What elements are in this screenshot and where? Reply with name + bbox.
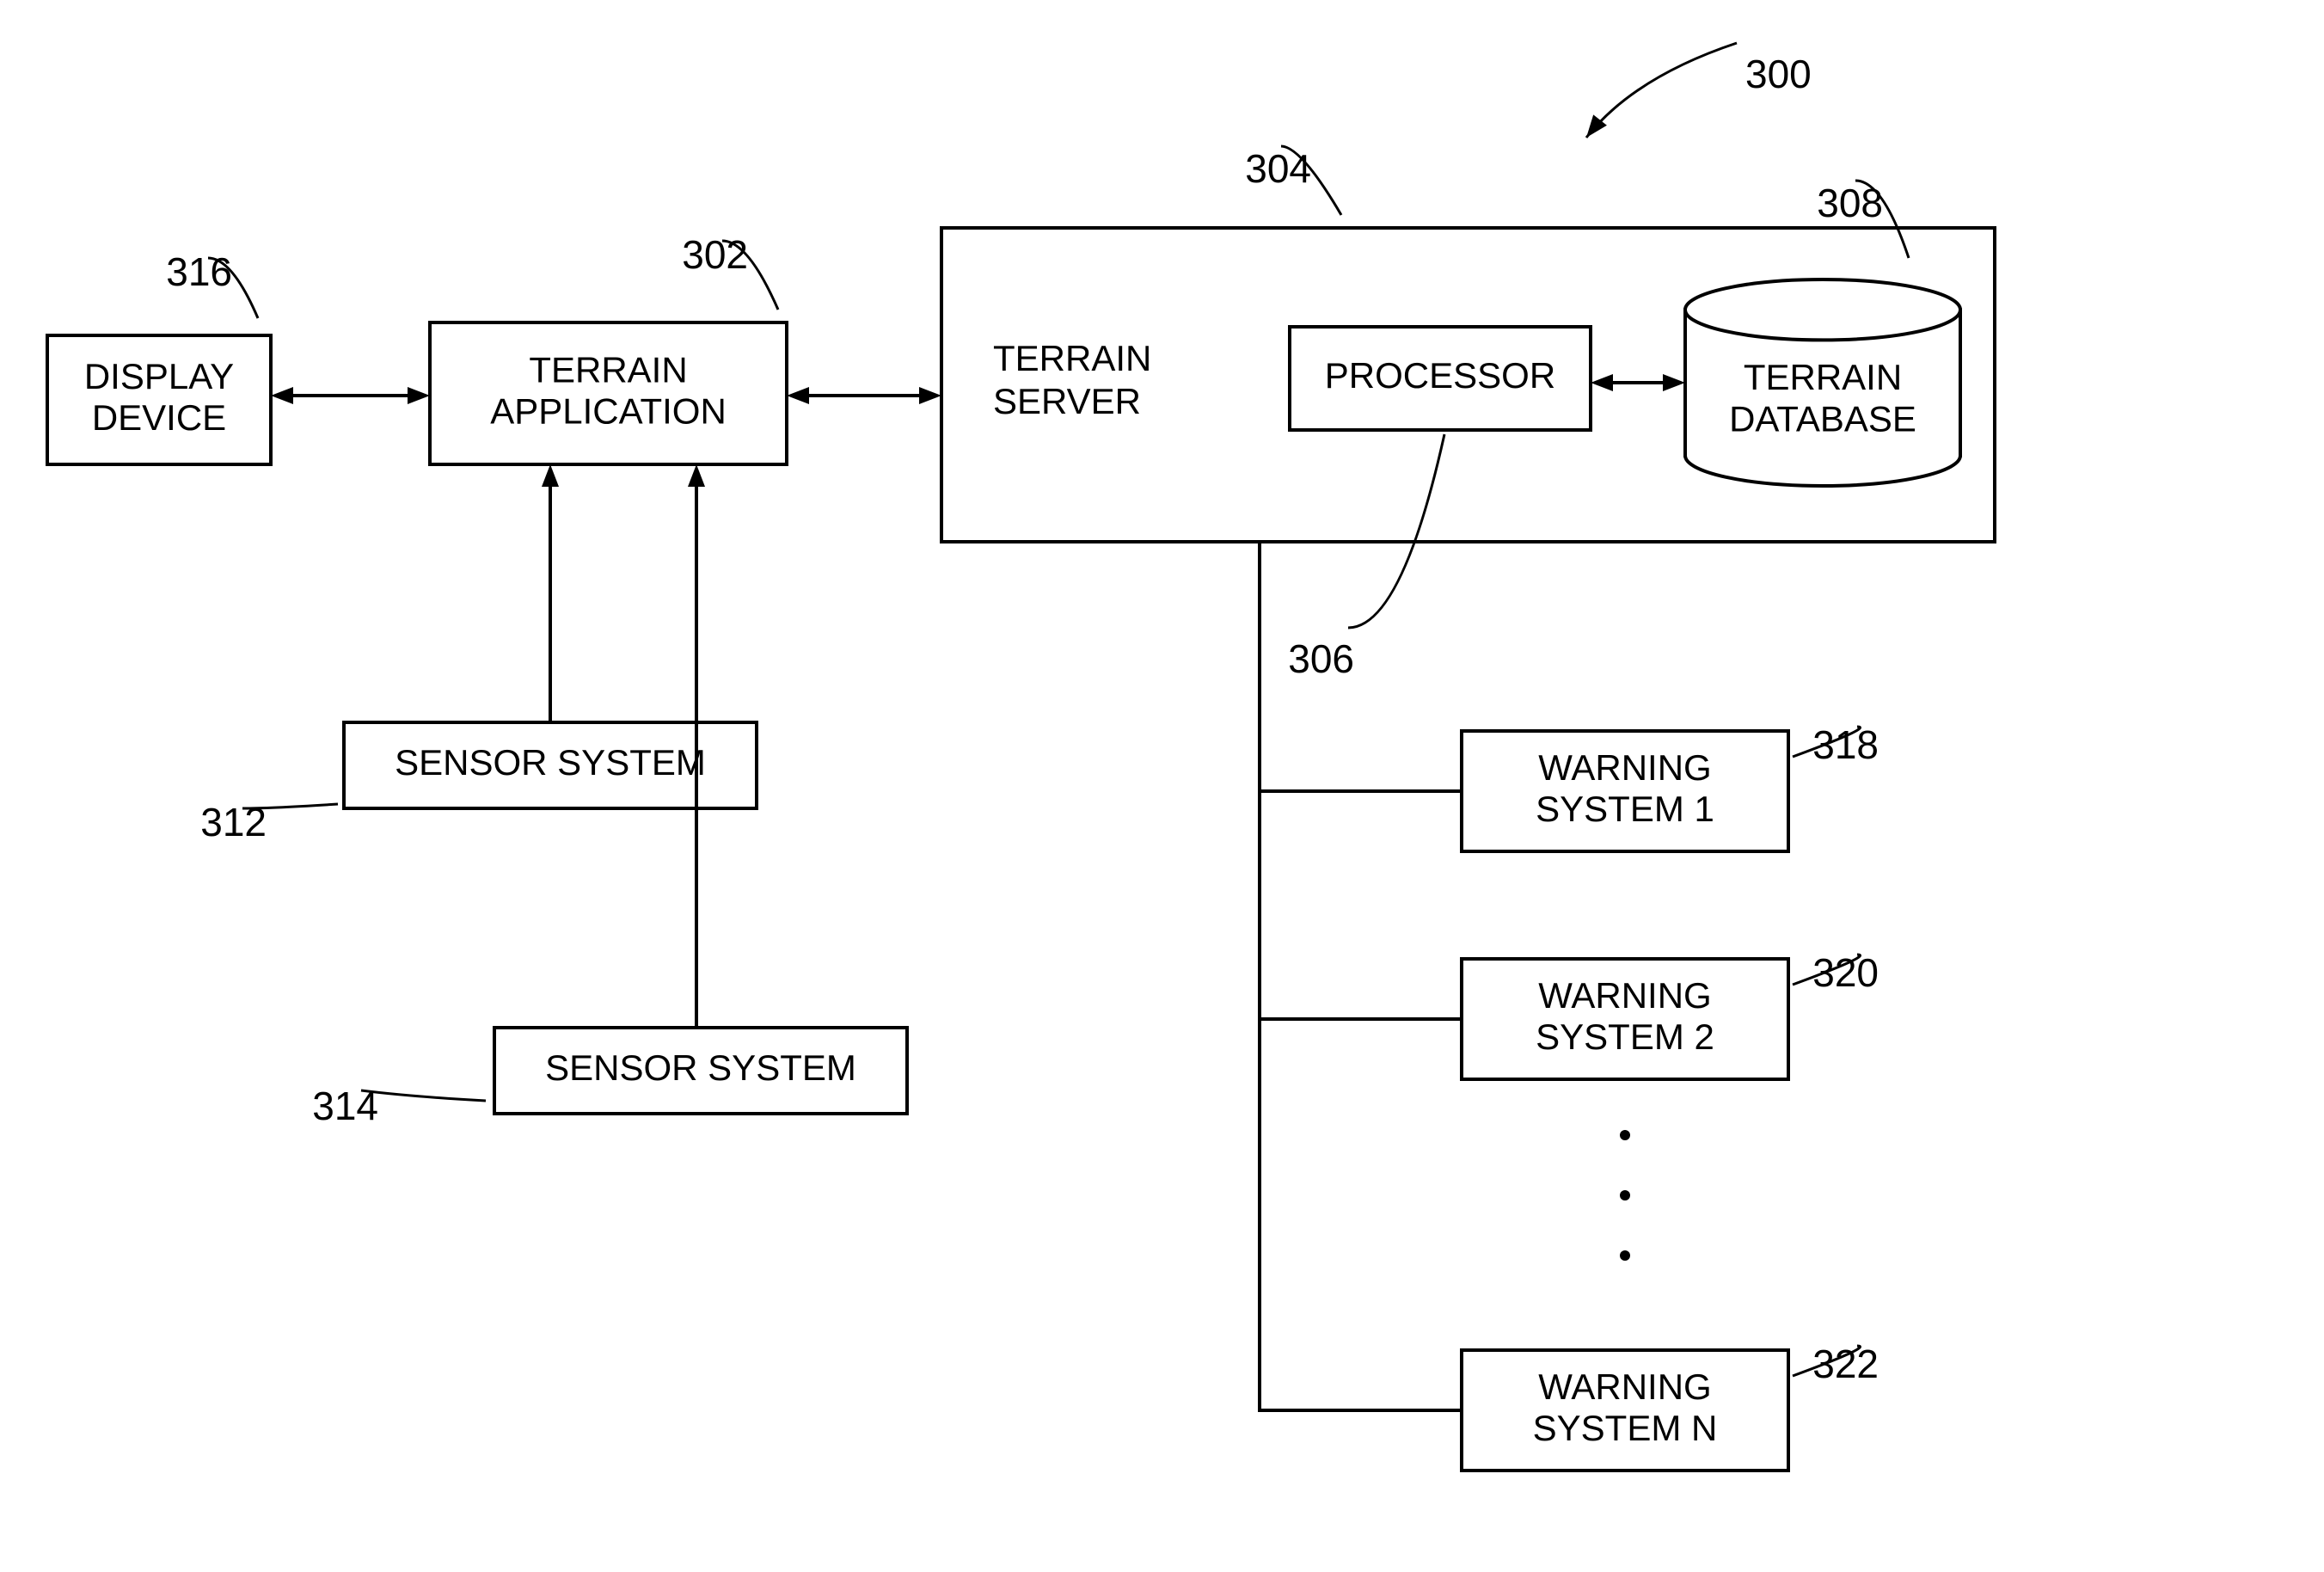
svg-text:SYSTEM N: SYSTEM N [1533, 1408, 1718, 1448]
svg-text:DISPLAY: DISPLAY [84, 356, 234, 396]
svg-text:322: 322 [1812, 1342, 1879, 1386]
svg-text:TERRAIN: TERRAIN [993, 338, 1151, 378]
svg-text:DEVICE: DEVICE [92, 397, 226, 438]
svg-text:SYSTEM 1: SYSTEM 1 [1536, 789, 1714, 829]
svg-text:306: 306 [1288, 636, 1354, 681]
svg-text:WARNING: WARNING [1538, 747, 1711, 788]
svg-text:DATABASE: DATABASE [1729, 398, 1916, 439]
svg-text:300: 300 [1745, 52, 1812, 96]
svg-text:318: 318 [1812, 722, 1879, 767]
svg-text:316: 316 [166, 249, 232, 294]
svg-text:TERRAIN: TERRAIN [529, 349, 687, 390]
svg-text:308: 308 [1817, 181, 1883, 225]
svg-text:304: 304 [1245, 146, 1311, 191]
svg-text:WARNING: WARNING [1538, 1366, 1711, 1407]
svg-text:320: 320 [1812, 950, 1879, 995]
svg-text:SENSOR SYSTEM: SENSOR SYSTEM [545, 1047, 856, 1088]
svg-text:SYSTEM 2: SYSTEM 2 [1536, 1016, 1714, 1057]
svg-text:SERVER: SERVER [993, 381, 1141, 421]
svg-text:APPLICATION: APPLICATION [490, 391, 727, 432]
svg-text:312: 312 [200, 800, 267, 844]
svg-text:TERRAIN: TERRAIN [1744, 357, 1902, 397]
svg-text:302: 302 [682, 232, 748, 277]
svg-text:PROCESSOR: PROCESSOR [1325, 355, 1555, 396]
svg-text:WARNING: WARNING [1538, 975, 1711, 1016]
svg-text:SENSOR SYSTEM: SENSOR SYSTEM [395, 742, 706, 783]
svg-text:314: 314 [312, 1084, 378, 1128]
